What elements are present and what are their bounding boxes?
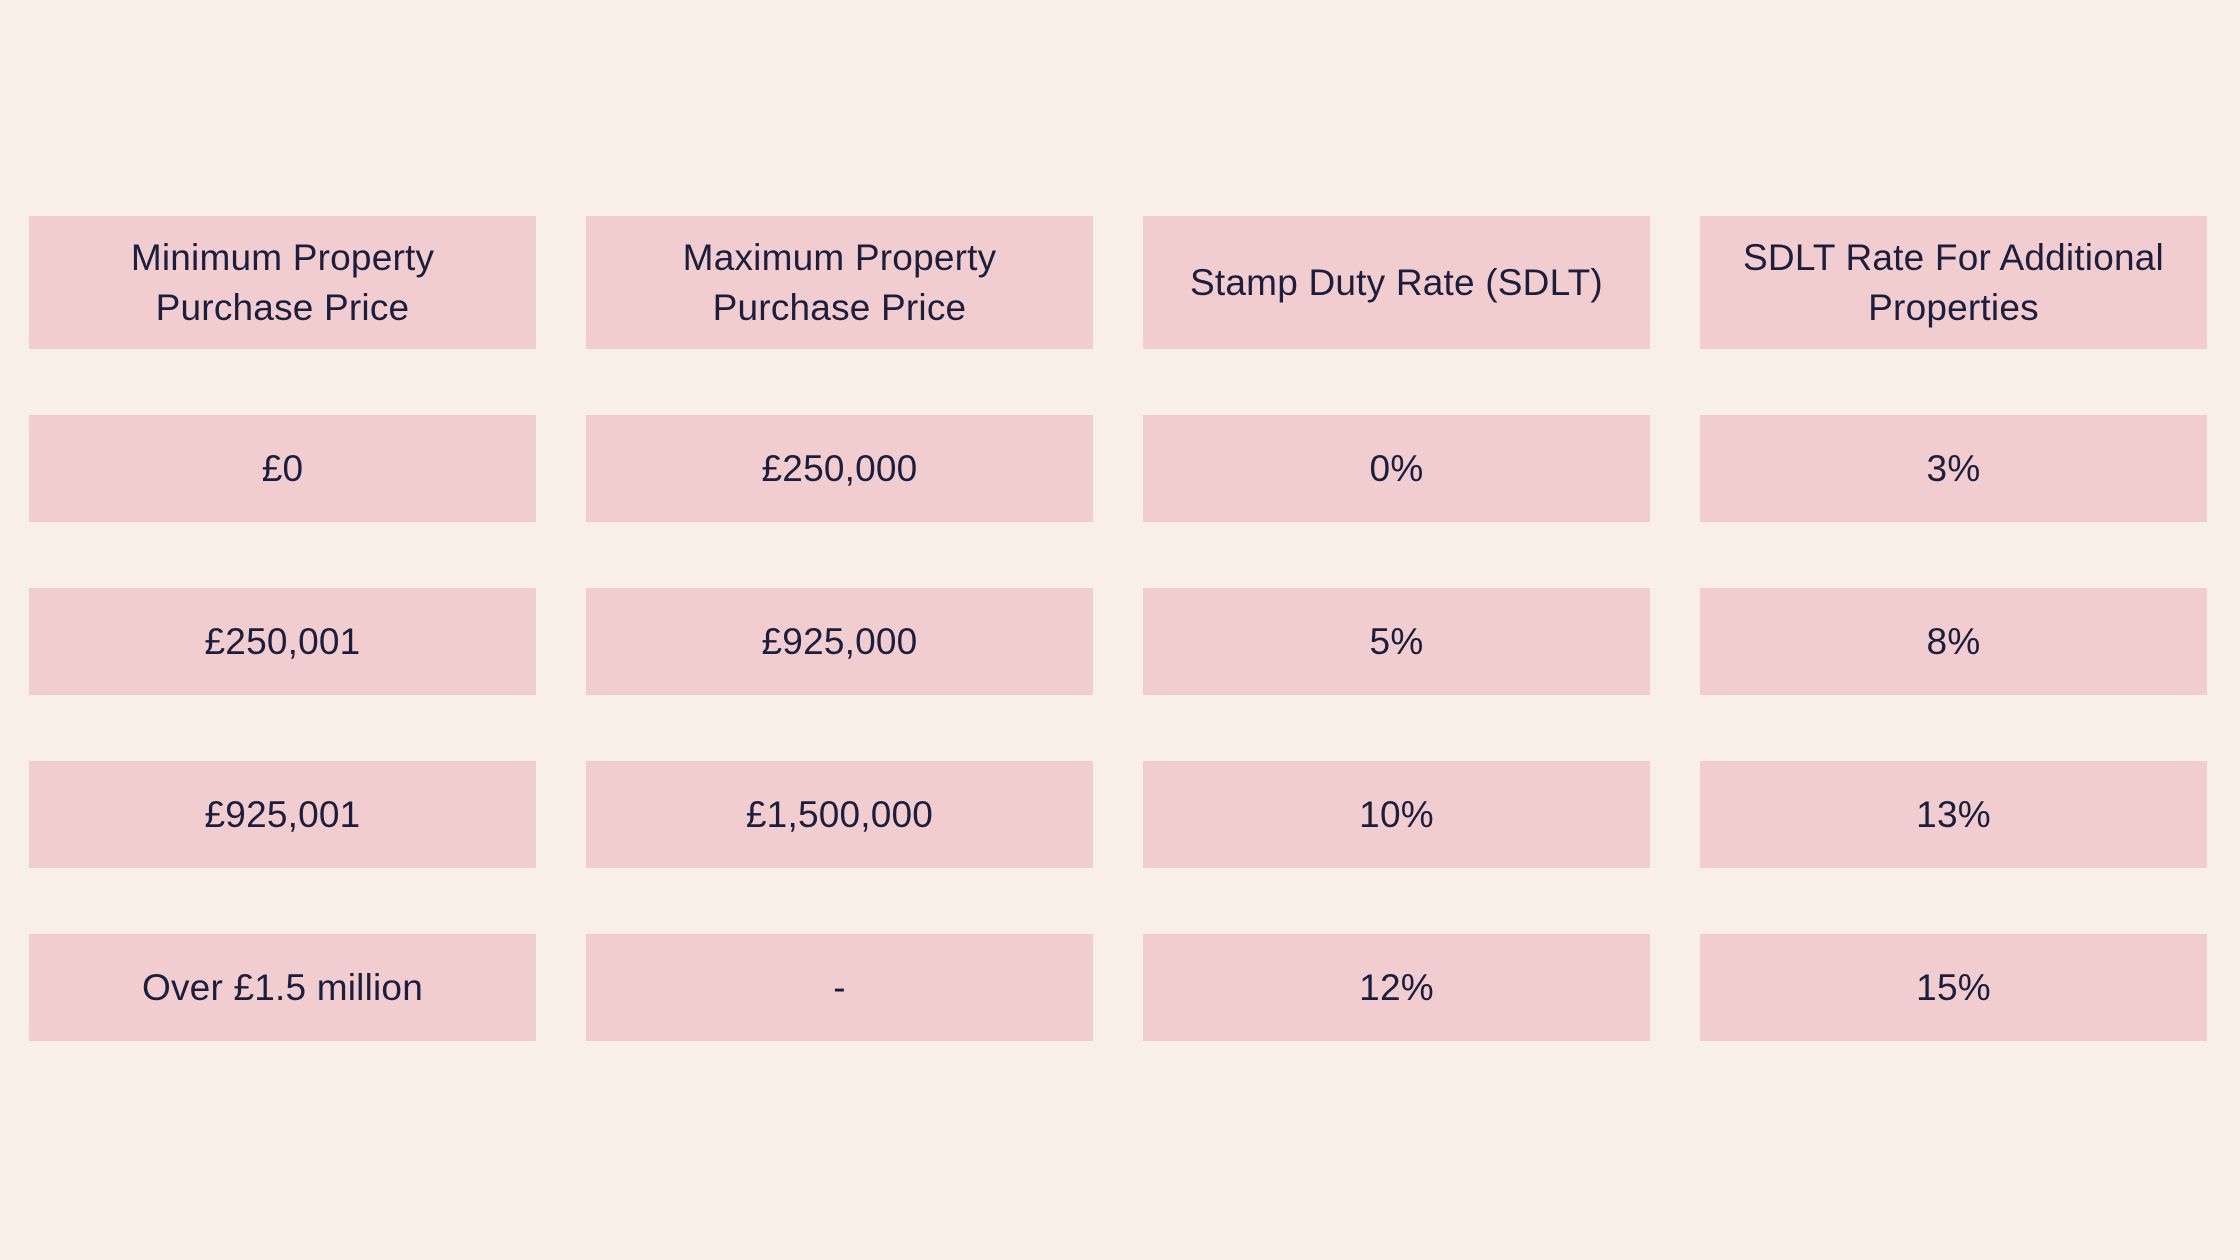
table-cell-additional-rate-row2: 8% [1700,588,2207,695]
table-cell-min-price-row4: Over £1.5 million [29,934,536,1041]
table-cell-max-price-row4: - [586,934,1093,1041]
table-cell-sdlt-rate-row2: 5% [1143,588,1650,695]
table-cell-min-price-row3: £925,001 [29,761,536,868]
table-cell-max-price-row3: £1,500,000 [586,761,1093,868]
table-cell-additional-rate-row1: 3% [1700,415,2207,522]
table-cell-sdlt-rate-row3: 10% [1143,761,1650,868]
table-cell-sdlt-rate-row4: 12% [1143,934,1650,1041]
table-cell-max-price-row1: £250,000 [586,415,1093,522]
header-sdlt-rate-additional-properties: SDLT Rate For Additional Properties [1700,216,2207,349]
table-cell-sdlt-rate-row1: 0% [1143,415,1650,522]
table-cell-min-price-row1: £0 [29,415,536,522]
header-maximum-property-purchase-price: Maximum Property Purchase Price [586,216,1093,349]
header-minimum-property-purchase-price: Minimum Property Purchase Price [29,216,536,349]
header-stamp-duty-rate-sdlt: Stamp Duty Rate (SDLT) [1143,216,1650,349]
table-cell-min-price-row2: £250,001 [29,588,536,695]
table-cell-additional-rate-row4: 15% [1700,934,2207,1041]
stamp-duty-rate-table: Minimum Property Purchase Price Maximum … [29,216,2207,1041]
table-cell-max-price-row2: £925,000 [586,588,1093,695]
table-cell-additional-rate-row3: 13% [1700,761,2207,868]
